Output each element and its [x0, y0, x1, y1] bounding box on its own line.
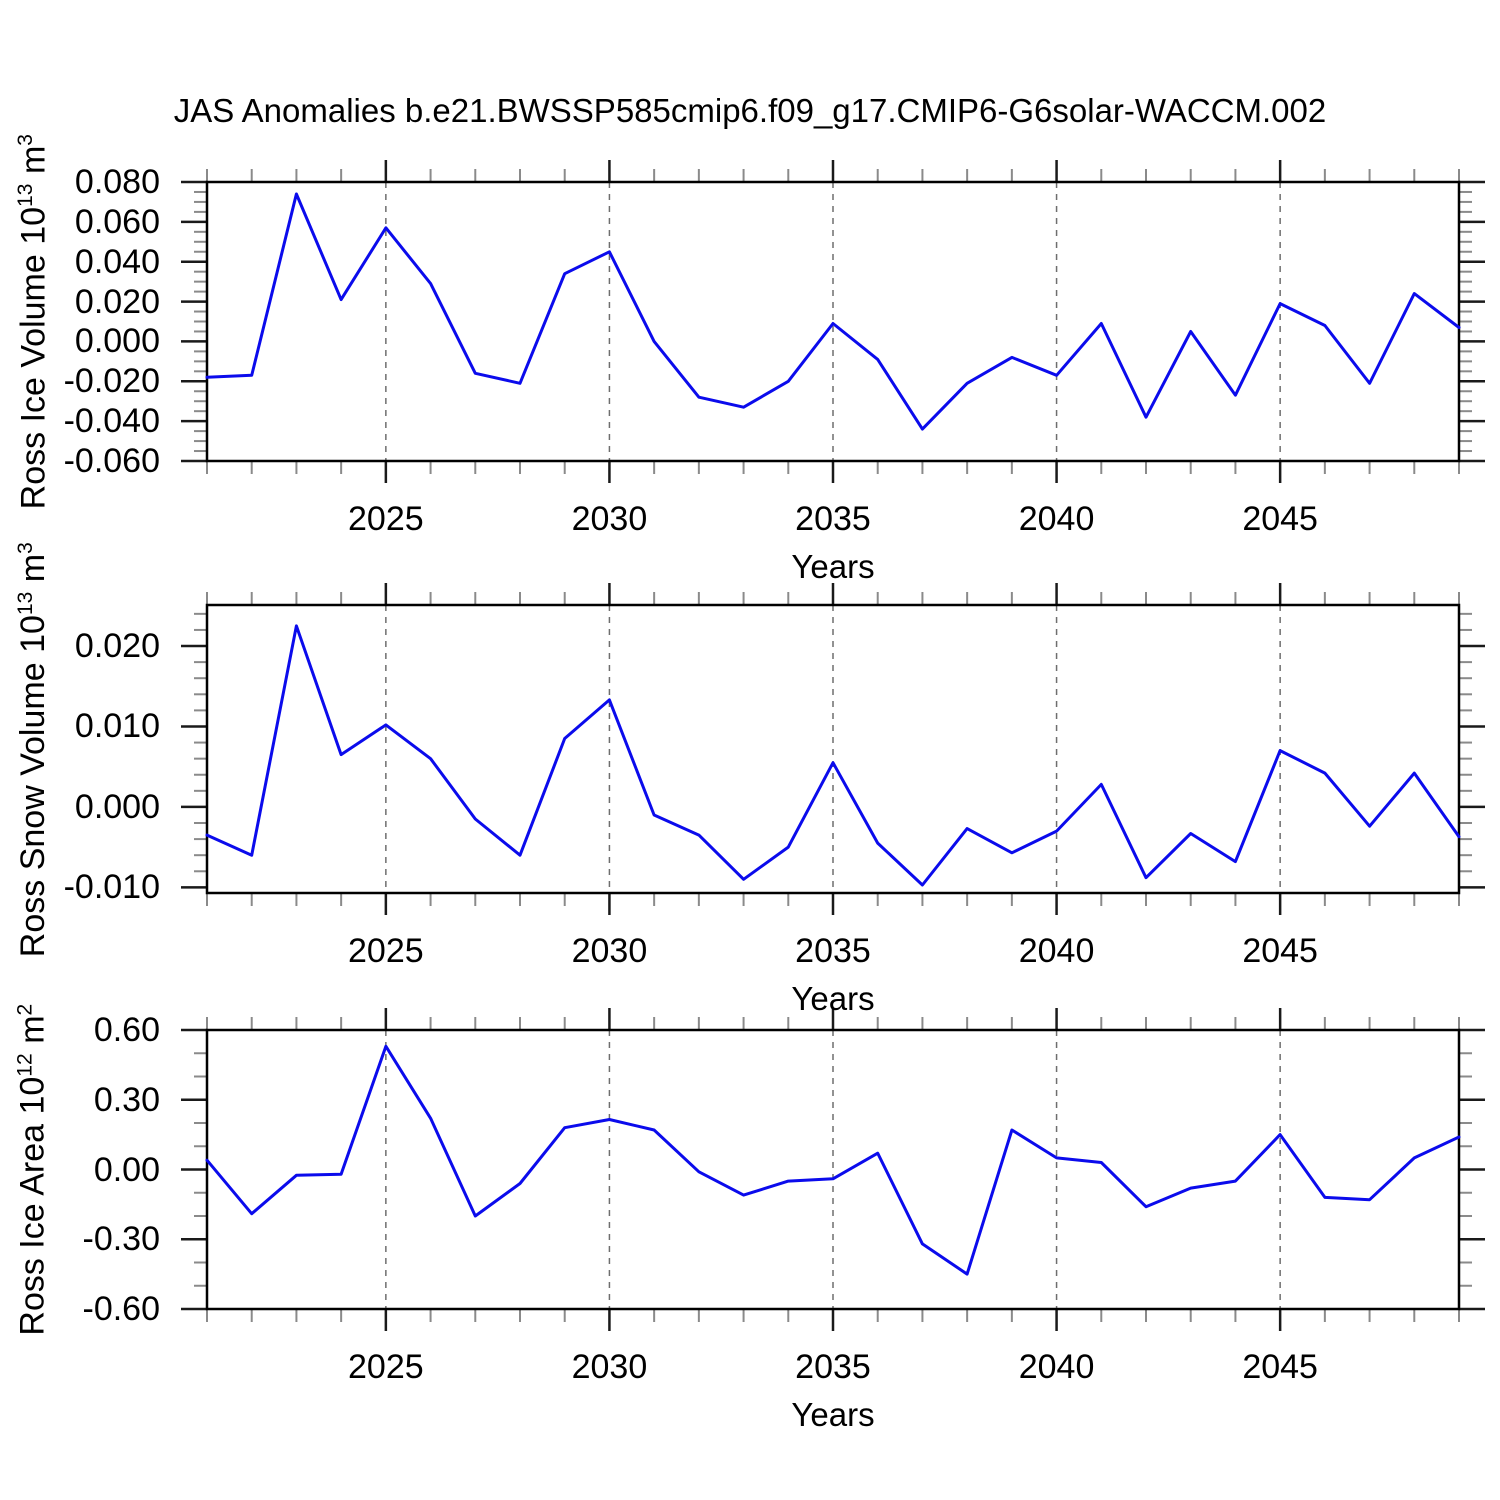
- y-axis-title-ross-snow-volume: Ross Snow Volume 1013 m3: [13, 541, 52, 957]
- y-tick-label-ross-ice-area: -0.60: [82, 1290, 161, 1328]
- y-tick-label-ross-snow-volume: 0.000: [74, 787, 160, 826]
- x-axis-title-ross-ice-volume: Years: [791, 548, 875, 585]
- x-tick-label-ross-ice-volume: 2045: [1242, 500, 1318, 538]
- y-tick-label-ross-snow-volume: 0.020: [74, 627, 160, 666]
- x-tick-label-ross-ice-area: 2035: [795, 1348, 871, 1386]
- y-tick-label-ross-ice-volume: 0.020: [74, 282, 160, 321]
- y-tick-label-ross-snow-volume: -0.010: [63, 868, 160, 907]
- y-tick-label-ross-ice-area: -0.30: [82, 1220, 161, 1259]
- x-tick-label-ross-ice-area: 2045: [1242, 1348, 1318, 1386]
- y-axis-title-ross-ice-volume: Ross Ice Volume 1013 m3: [13, 133, 52, 510]
- y-tick-label-ross-ice-area: 0.60: [93, 1011, 160, 1049]
- y-tick-label-ross-ice-volume: 0.000: [74, 322, 160, 361]
- y-tick-label-ross-ice-area: 0.30: [93, 1080, 160, 1119]
- y-tick-label-ross-ice-volume: 0.060: [74, 202, 160, 241]
- x-tick-label-ross-snow-volume: 2045: [1242, 932, 1318, 970]
- y-tick-label-ross-ice-area: 0.00: [93, 1150, 160, 1189]
- x-tick-label-ross-ice-volume: 2030: [571, 500, 648, 538]
- y-tick-label-ross-ice-volume: -0.020: [63, 362, 160, 401]
- y-tick-label-ross-ice-volume: -0.060: [63, 442, 160, 480]
- x-tick-label-ross-ice-volume: 2025: [348, 500, 424, 538]
- x-axis-title-ross-snow-volume: Years: [791, 980, 875, 1017]
- y-tick-label-ross-ice-volume: 0.040: [74, 242, 160, 281]
- x-tick-label-ross-snow-volume: 2030: [571, 932, 648, 970]
- y-tick-label-ross-ice-volume: -0.040: [63, 402, 160, 441]
- chart-title: JAS Anomalies b.e21.BWSSP585cmip6.f09_g1…: [173, 92, 1327, 129]
- x-axis-title-ross-ice-area: Years: [791, 1396, 875, 1433]
- x-tick-label-ross-snow-volume: 2040: [1018, 932, 1095, 970]
- y-tick-label-ross-ice-volume: 0.080: [74, 163, 160, 201]
- series-ross-ice-volume: [205, 192, 1461, 431]
- x-tick-label-ross-snow-volume: 2025: [348, 932, 424, 970]
- series-ross-ice-area: [205, 1044, 1461, 1276]
- y-axis-title-ross-ice-area: Ross Ice Area 1012 m2: [13, 1003, 52, 1336]
- x-tick-label-ross-ice-area: 2025: [348, 1348, 424, 1386]
- series-ross-snow-volume: [205, 624, 1461, 887]
- x-tick-label-ross-ice-area: 2030: [571, 1348, 648, 1386]
- x-tick-label-ross-snow-volume: 2035: [795, 932, 871, 970]
- x-tick-label-ross-ice-area: 2040: [1018, 1348, 1095, 1386]
- y-tick-label-ross-snow-volume: 0.010: [74, 707, 160, 746]
- x-tick-label-ross-ice-volume: 2035: [795, 500, 871, 538]
- x-tick-label-ross-ice-volume: 2040: [1018, 500, 1095, 538]
